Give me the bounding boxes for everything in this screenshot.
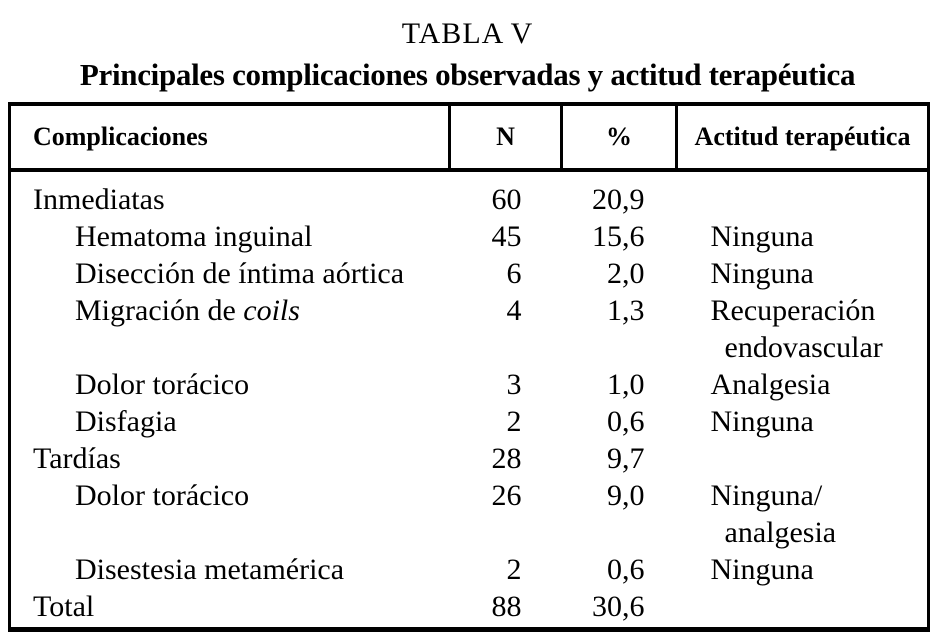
header-percent: %: [561, 104, 678, 172]
italic-term: coils: [243, 294, 300, 327]
header-complicaciones: Complicaciones: [9, 104, 451, 172]
percent-cell: 2,0: [607, 257, 645, 290]
action-cell: Recuperación endovascular: [677, 292, 929, 366]
complication-cell: Tardías: [33, 442, 121, 475]
action-line: Ninguna: [710, 220, 814, 253]
table-number-title: TABLA V: [401, 17, 534, 50]
table-row: Disección de íntima aórtica 6 2,0 Ninguna: [10, 255, 929, 292]
complication-cell: Dolor torácico: [75, 368, 250, 401]
action-line: Ninguna/: [710, 479, 823, 512]
table-row: Dolor torácico 3 1,0 Analgesia: [10, 366, 929, 403]
percent-cell: 0,6: [607, 553, 645, 586]
complication-cell: Dolor torácico: [75, 479, 250, 512]
action-cell: [677, 170, 929, 218]
complication-cell: Disección de íntima aórtica: [75, 257, 405, 290]
table-row: Disestesia metamérica 2 0,6 Ninguna: [10, 551, 929, 588]
action-line: Analgesia: [710, 368, 831, 401]
table-row: Disfagia 2 0,6 Ninguna: [10, 403, 929, 440]
action-line: Ninguna: [710, 553, 814, 586]
action-cell: Ninguna: [677, 218, 929, 255]
complications-table: Complicaciones N % Actitud terapéutica I…: [8, 102, 930, 632]
action-line: Ninguna: [710, 405, 814, 438]
percent-cell: 30,6: [592, 590, 645, 623]
header-actitud-terapeutica: Actitud terapéutica: [676, 104, 929, 172]
table-row: Hematoma inguinal 45 15,6 Ninguna: [10, 218, 929, 255]
table-row: Migración de coils 4 1,3 Recuperación endova…: [10, 292, 929, 366]
n-cell: 4: [506, 294, 522, 327]
percent-cell: 1,3: [607, 294, 645, 327]
percent-cell: 0,6: [607, 405, 645, 438]
table-body: Inmediatas 60 20,9 Hematoma inguinal 45 15,6 N…: [10, 170, 929, 630]
n-cell: 88: [491, 590, 522, 623]
n-cell: 28: [491, 442, 522, 475]
action-cell: Ninguna: [677, 403, 929, 440]
percent-cell: 9,0: [607, 479, 645, 512]
table-row: Inmediatas 60 20,9: [10, 170, 929, 218]
action-line: Recuperación: [710, 294, 876, 327]
table-row: Dolor torácico 26 9,0 Ninguna/analgesia: [10, 477, 929, 551]
action-cell: [677, 440, 929, 477]
action-cell: [677, 588, 929, 630]
percent-cell: 15,6: [592, 220, 645, 253]
table-row: Total 88 30,6: [10, 588, 929, 630]
complication-cell: Migración de coils: [75, 294, 300, 327]
percent-cell: 1,0: [607, 368, 645, 401]
action-line-continuation: endovascular: [724, 331, 883, 364]
action-line: Ninguna: [710, 257, 814, 290]
action-cell: Ninguna/analgesia: [677, 477, 929, 551]
header-row: Complicaciones N % Actitud terapéutica: [9, 104, 929, 172]
action-cell: Analgesia: [677, 366, 929, 403]
action-cell: Ninguna: [677, 551, 929, 588]
complication-cell: Disfagia: [75, 405, 177, 438]
complication-cell: Inmediatas: [33, 183, 165, 216]
percent-cell: 9,7: [607, 442, 645, 475]
table-subtitle: Principales complicaciones observadas y …: [79, 57, 856, 92]
table-row: Tardías 28 9,7: [10, 440, 929, 477]
n-cell: 45: [491, 220, 522, 253]
action-cell: Ninguna: [677, 255, 929, 292]
n-cell: 2: [506, 553, 522, 586]
n-cell: 60: [491, 183, 522, 216]
n-cell: 6: [506, 257, 522, 290]
complication-cell: Hematoma inguinal: [75, 220, 313, 253]
header-n: N: [449, 104, 563, 172]
action-line-continuation: analgesia: [724, 516, 837, 549]
n-cell: 3: [506, 368, 522, 401]
n-cell: 26: [491, 479, 522, 512]
complication-cell: Disestesia metamérica: [75, 553, 345, 586]
complication-cell: Total: [33, 590, 95, 623]
n-cell: 2: [506, 405, 522, 438]
percent-cell: 20,9: [592, 183, 645, 216]
